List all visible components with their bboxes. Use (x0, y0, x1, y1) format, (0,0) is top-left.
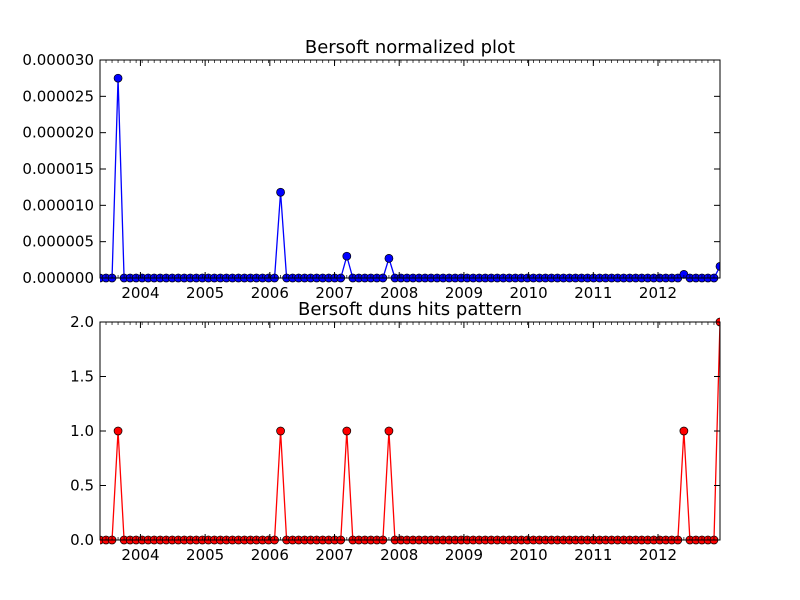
x-tick-label: 2006 (251, 284, 289, 302)
axes-frame (99, 59, 721, 279)
x-tick-label: 2009 (445, 284, 483, 302)
bottom-chart: Bersoft duns hits pattern 2004 2005 2006 20… (70, 299, 721, 564)
x-tick-label: 2011 (574, 546, 612, 564)
x-tick-label: 2004 (121, 284, 159, 302)
y-tick-label: 0.000015 (22, 160, 94, 178)
series-line (100, 321, 720, 541)
y-tick-label: 0.000025 (22, 87, 94, 105)
x-tick-label: 2012 (639, 284, 677, 302)
series-group (100, 73, 720, 283)
series-line (100, 78, 720, 279)
top-chart-title: Bersoft normalized plot (305, 37, 515, 58)
bottom-chart-title: Bersoft duns hits pattern (298, 299, 522, 320)
data-point (342, 426, 352, 436)
x-tick-label: 2005 (186, 546, 224, 564)
x-tick-label: 2008 (380, 546, 418, 564)
y-tick-label: 0.000010 (22, 196, 94, 214)
y-tick-label: 0.000005 (22, 233, 94, 251)
y-tick-label: 1.0 (70, 422, 94, 440)
y-tick-label: 1.5 (70, 368, 94, 386)
y-tick-label: 0.000020 (22, 124, 94, 142)
data-point (384, 426, 394, 436)
data-point (342, 251, 352, 261)
x-tick-label: 2012 (639, 546, 677, 564)
data-point (113, 426, 123, 436)
x-tick-label: 2010 (510, 284, 548, 302)
x-tick-label: 2006 (251, 546, 289, 564)
data-point (384, 254, 394, 263)
y-tick-label: 0.000030 (22, 51, 94, 69)
x-tick-label: 2010 (510, 546, 548, 564)
y-tick-label: 2.0 (70, 313, 94, 331)
x-tick-label: 2011 (574, 284, 612, 302)
data-point (715, 262, 720, 271)
x-tick-label: 2007 (315, 546, 353, 564)
y-tick-label: 0.000000 (22, 269, 94, 287)
top-chart: Bersoft normalized plot 2004 2005 2006 2007… (22, 37, 721, 302)
series-group (100, 317, 720, 545)
x-tick-label: 2009 (445, 546, 483, 564)
data-point (276, 187, 285, 197)
data-point (113, 73, 123, 83)
data-point (679, 426, 689, 436)
axes-frame (99, 321, 721, 541)
x-tick-label: 2007 (315, 284, 353, 302)
data-point (276, 426, 285, 436)
y-tick-label: 0.5 (70, 477, 94, 495)
x-tick-label: 2008 (380, 284, 418, 302)
y-tick-label: 0.0 (70, 531, 94, 549)
x-tick-label: 2004 (121, 546, 159, 564)
x-tick-label: 2005 (186, 284, 224, 302)
